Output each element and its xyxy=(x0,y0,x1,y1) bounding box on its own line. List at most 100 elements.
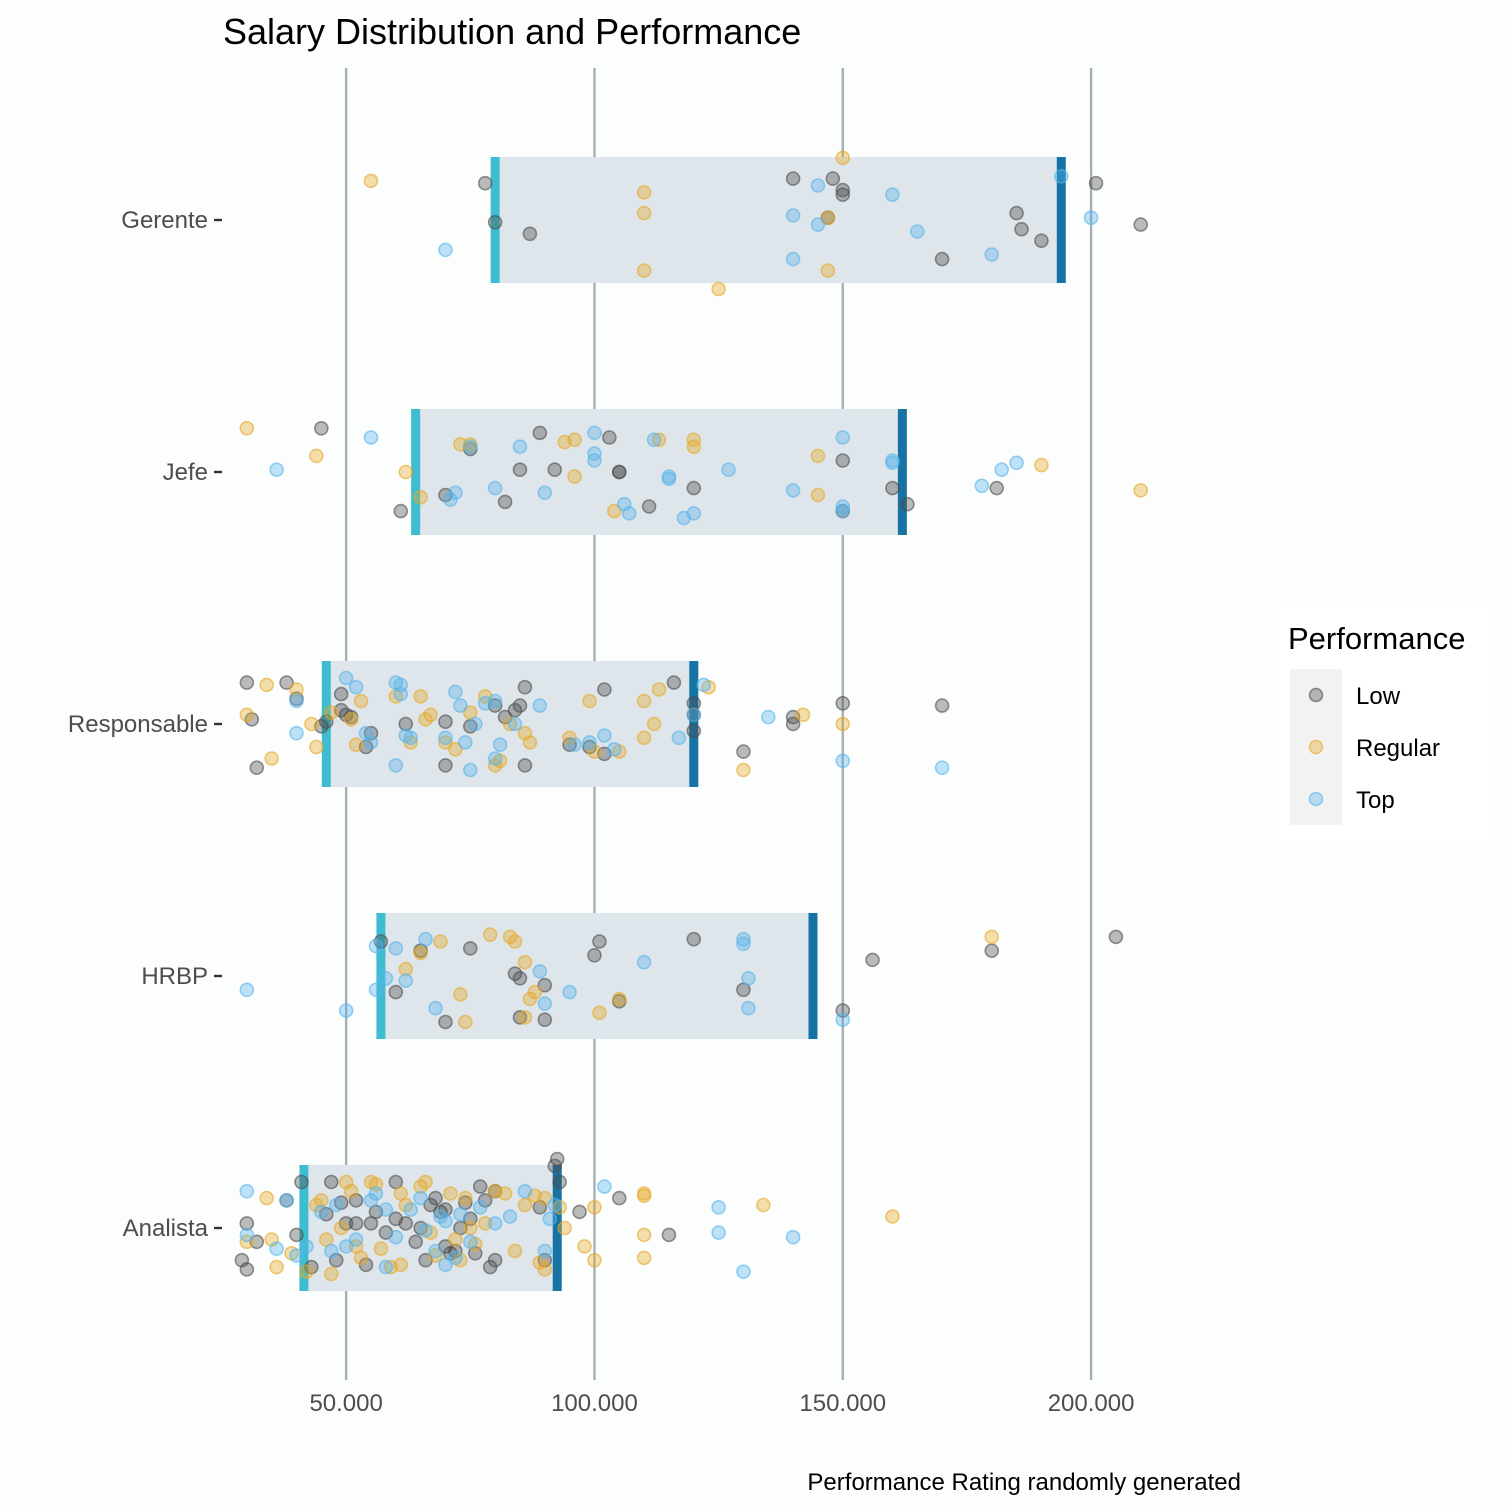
point-low xyxy=(552,1174,568,1190)
point-top xyxy=(885,453,900,468)
point-regular xyxy=(651,432,667,448)
point-regular xyxy=(458,1190,473,1206)
salary-min-marker xyxy=(490,157,500,283)
point-top xyxy=(418,931,433,947)
point-regular xyxy=(393,1257,409,1273)
point-low xyxy=(463,941,478,956)
point-top xyxy=(323,1243,339,1259)
point-regular xyxy=(463,1220,478,1236)
point-top xyxy=(741,1000,756,1016)
point-top xyxy=(542,1211,558,1227)
salary-max-marker xyxy=(808,913,818,1039)
point-top xyxy=(909,224,925,239)
point-low xyxy=(835,695,851,711)
point-low xyxy=(785,716,801,732)
point-low xyxy=(388,984,404,1000)
y-tick-label: HRBP xyxy=(141,963,208,990)
point-low xyxy=(611,464,627,480)
point-top xyxy=(348,679,364,695)
point-top xyxy=(785,1229,801,1245)
salary-max-marker xyxy=(1056,157,1066,283)
point-top xyxy=(413,1190,428,1206)
point-regular xyxy=(537,1262,553,1277)
point-regular xyxy=(373,1241,389,1256)
point-top xyxy=(467,716,483,732)
point-regular xyxy=(433,934,448,949)
x-tick-label: 50.000 xyxy=(309,1390,382,1417)
point-low xyxy=(934,698,950,713)
point-top xyxy=(567,737,582,753)
point-top xyxy=(289,725,304,741)
point-regular xyxy=(810,487,826,503)
point-top xyxy=(785,208,801,223)
point-low xyxy=(393,503,409,519)
point-regular xyxy=(587,1200,602,1215)
point-regular xyxy=(309,739,324,755)
point-low xyxy=(348,1216,364,1231)
legend-key-background xyxy=(1290,773,1342,825)
salary-range-band xyxy=(495,157,1062,283)
point-top xyxy=(338,670,354,686)
point-regular xyxy=(527,984,543,1000)
point-regular xyxy=(299,1264,314,1279)
point-regular xyxy=(835,150,851,166)
point-regular xyxy=(567,432,582,448)
point-low xyxy=(611,1190,627,1206)
x-tick-label: 150.000 xyxy=(799,1390,886,1417)
point-low xyxy=(497,494,513,510)
point-top xyxy=(448,485,463,501)
point-regular xyxy=(1034,457,1049,473)
point-top xyxy=(502,1209,518,1224)
point-regular xyxy=(314,1193,329,1208)
point-top xyxy=(835,1012,851,1028)
point-regular xyxy=(333,1220,349,1236)
point-top xyxy=(835,430,851,445)
point-low xyxy=(572,1204,587,1220)
point-low xyxy=(487,215,503,230)
point-low xyxy=(641,499,657,514)
point-low xyxy=(686,723,702,739)
point-top xyxy=(463,1234,478,1250)
point-top xyxy=(378,1259,394,1275)
point-top xyxy=(428,1243,443,1259)
point-low xyxy=(835,453,851,468)
point-top xyxy=(438,1257,453,1273)
point-regular xyxy=(502,716,518,732)
point-top xyxy=(269,462,284,478)
point-regular xyxy=(259,677,274,693)
point-low xyxy=(249,1234,265,1250)
point-low xyxy=(239,675,255,690)
point-low xyxy=(825,171,841,186)
point-low xyxy=(900,496,915,512)
point-top xyxy=(721,462,736,478)
point-top xyxy=(547,1197,563,1213)
point-top xyxy=(934,760,950,776)
point-regular xyxy=(507,934,523,949)
point-regular xyxy=(835,716,851,732)
point-top xyxy=(517,1183,533,1199)
point-top xyxy=(453,1206,468,1222)
point-regular xyxy=(736,762,751,778)
legend-items: Low Regular Top xyxy=(1290,669,1440,825)
point-top xyxy=(448,1250,463,1266)
point-regular xyxy=(636,205,652,221)
salary-max-marker xyxy=(552,1165,562,1291)
point-low xyxy=(472,1179,488,1194)
point-low xyxy=(239,1216,255,1231)
point-top xyxy=(363,430,379,445)
point-top xyxy=(597,728,612,743)
point-layer xyxy=(234,150,1149,1282)
legend-title: Performance xyxy=(1288,621,1465,656)
point-top xyxy=(378,970,394,986)
point-regular xyxy=(353,693,369,709)
point-regular xyxy=(522,735,538,750)
point-low xyxy=(1088,175,1104,191)
point-low xyxy=(512,970,528,986)
point-low xyxy=(1014,221,1029,237)
point-regular xyxy=(398,961,414,977)
point-low xyxy=(587,947,602,963)
point-regular xyxy=(348,737,364,753)
point-top xyxy=(785,483,801,498)
axis-layer: 50.000 100.000 150.000 200.000 Gerente Jefe Re… xyxy=(68,207,1135,1417)
point-top xyxy=(487,1216,503,1231)
